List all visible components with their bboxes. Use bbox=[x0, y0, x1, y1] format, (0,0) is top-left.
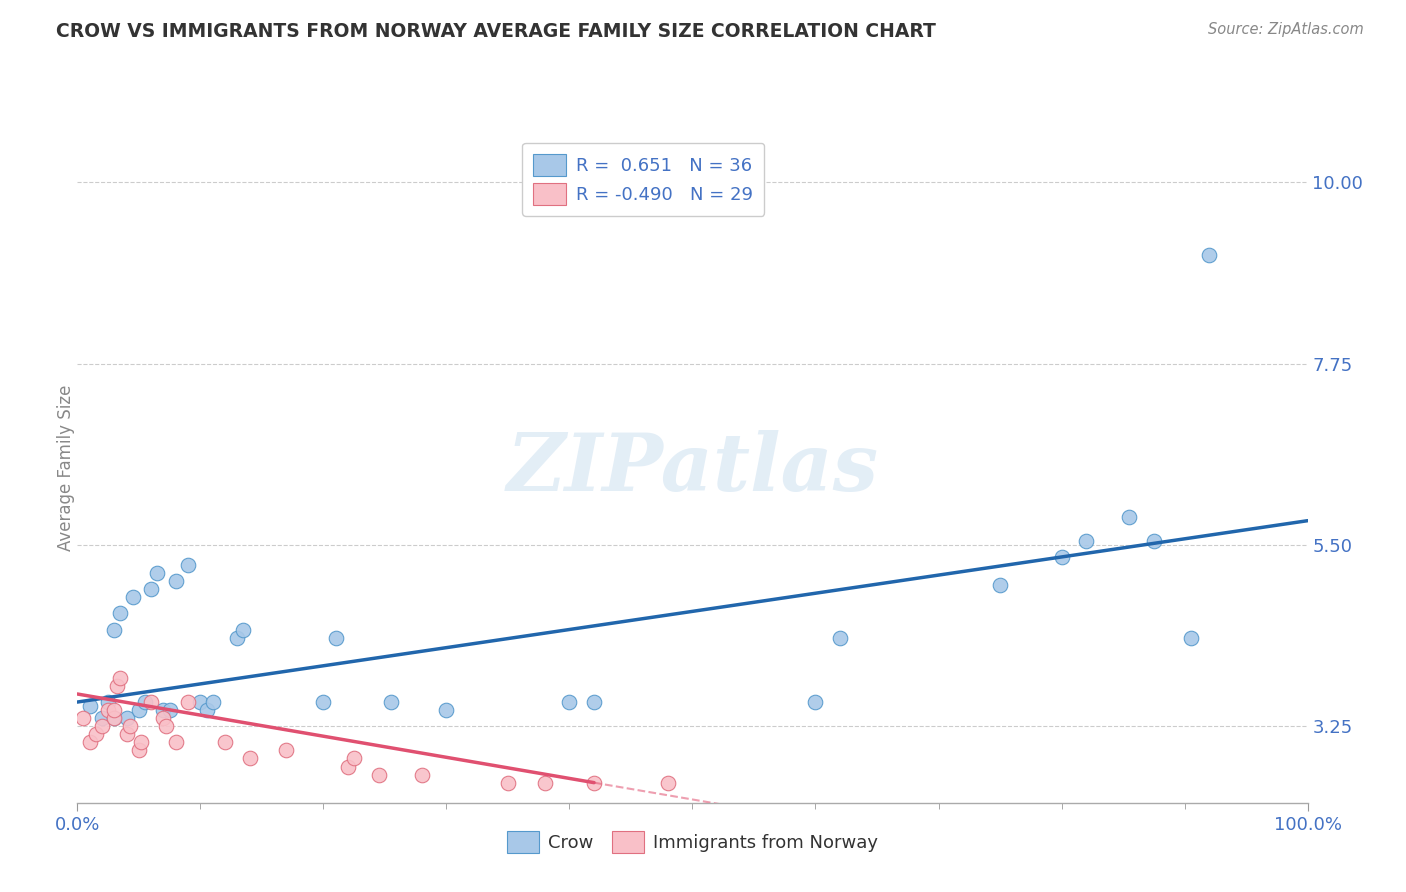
Point bbox=[337, 759, 360, 773]
Point bbox=[195, 703, 218, 717]
Point bbox=[103, 711, 125, 725]
Y-axis label: Average Family Size: Average Family Size bbox=[58, 385, 75, 551]
Point bbox=[141, 582, 163, 597]
Text: Source: ZipAtlas.com: Source: ZipAtlas.com bbox=[1208, 22, 1364, 37]
Point bbox=[411, 767, 433, 781]
Point bbox=[105, 679, 128, 693]
Point bbox=[1118, 509, 1140, 524]
Point bbox=[90, 719, 114, 733]
Point bbox=[90, 711, 114, 725]
Point bbox=[165, 574, 187, 589]
Legend: Crow, Immigrants from Norway: Crow, Immigrants from Norway bbox=[499, 824, 886, 861]
Point bbox=[804, 695, 827, 709]
Point bbox=[232, 623, 254, 637]
Point bbox=[146, 566, 169, 580]
Point bbox=[214, 735, 236, 749]
Text: ZIPatlas: ZIPatlas bbox=[506, 430, 879, 507]
Point bbox=[110, 607, 132, 621]
Point bbox=[84, 727, 107, 741]
Point bbox=[1143, 533, 1166, 548]
Point bbox=[1050, 549, 1073, 564]
Point bbox=[830, 631, 852, 645]
Point bbox=[165, 735, 187, 749]
Point bbox=[436, 703, 458, 717]
Point bbox=[1180, 631, 1202, 645]
Point bbox=[110, 671, 132, 685]
Point bbox=[988, 578, 1011, 592]
Point bbox=[103, 711, 125, 725]
Point bbox=[188, 695, 212, 709]
Point bbox=[115, 727, 138, 741]
Point bbox=[177, 695, 200, 709]
Point bbox=[380, 695, 402, 709]
Point bbox=[226, 631, 249, 645]
Point bbox=[496, 775, 519, 789]
Point bbox=[312, 695, 335, 709]
Point bbox=[583, 695, 606, 709]
Point bbox=[97, 695, 120, 709]
Point bbox=[97, 703, 120, 717]
Point bbox=[325, 631, 347, 645]
Point bbox=[583, 775, 606, 789]
Point bbox=[155, 719, 177, 733]
Point bbox=[177, 558, 200, 572]
Point bbox=[152, 711, 174, 725]
Point bbox=[121, 591, 143, 605]
Point bbox=[103, 623, 125, 637]
Point bbox=[128, 703, 150, 717]
Point bbox=[159, 703, 181, 717]
Text: CROW VS IMMIGRANTS FROM NORWAY AVERAGE FAMILY SIZE CORRELATION CHART: CROW VS IMMIGRANTS FROM NORWAY AVERAGE F… bbox=[56, 22, 936, 41]
Point bbox=[128, 743, 150, 757]
Point bbox=[72, 711, 94, 725]
Point bbox=[657, 775, 679, 789]
Point bbox=[201, 695, 224, 709]
Point bbox=[534, 775, 557, 789]
Point bbox=[134, 695, 156, 709]
Point bbox=[115, 711, 138, 725]
Point bbox=[141, 695, 163, 709]
Point bbox=[120, 719, 142, 733]
Point bbox=[343, 751, 366, 765]
Point bbox=[1076, 533, 1098, 548]
Point bbox=[103, 703, 125, 717]
Point bbox=[129, 735, 153, 749]
Point bbox=[239, 751, 262, 765]
Point bbox=[1198, 248, 1220, 262]
Point bbox=[276, 743, 298, 757]
Point bbox=[558, 695, 581, 709]
Point bbox=[79, 735, 101, 749]
Point bbox=[367, 767, 389, 781]
Point bbox=[152, 703, 174, 717]
Point bbox=[79, 699, 101, 714]
